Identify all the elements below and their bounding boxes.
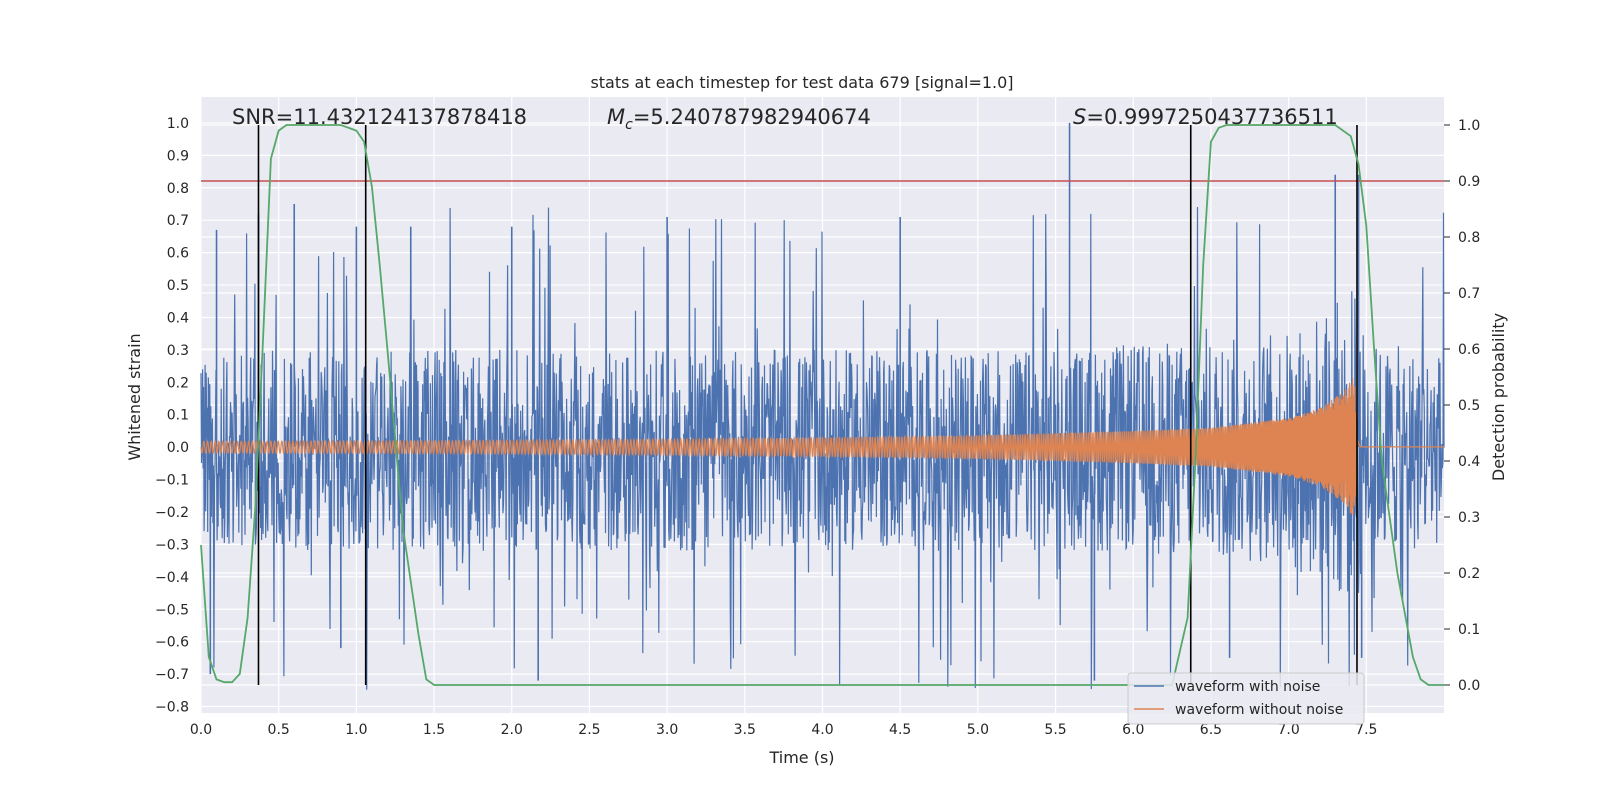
y-tick-label-left: 0.3 — [167, 343, 189, 359]
y-axis-label-right: Detection probability — [1489, 313, 1508, 481]
clean-waveform-line — [200, 378, 1444, 516]
score-value: =0.9997250437736511 — [1086, 105, 1337, 129]
noise-waveform-line — [200, 206, 1445, 690]
x-tick-label: 7.0 — [1277, 722, 1299, 738]
y-tick-label-left: 0.8 — [167, 181, 189, 197]
x-tick-label: 5.0 — [967, 722, 989, 738]
y-tick-label-right: 0.0 — [1458, 678, 1480, 694]
snr-annotation: SNR=11.432124137878418 — [232, 105, 527, 129]
y-tick-label-left: −0.4 — [155, 570, 189, 586]
x-tick-label: 3.5 — [734, 722, 756, 738]
y-tick-label-left: −0.3 — [155, 537, 189, 553]
y-tick-label-right: 1.0 — [1458, 118, 1480, 134]
x-axis-label: Time (s) — [768, 748, 834, 767]
y-tick-label-right: 0.6 — [1458, 342, 1480, 358]
y-tick-label-left: −0.8 — [155, 700, 189, 716]
vertical-markers — [257, 125, 1358, 685]
y-tick-label-left: 0.7 — [167, 213, 189, 229]
y-tick-label-right: 0.9 — [1458, 174, 1480, 190]
y-tick-label-right: 0.2 — [1458, 566, 1480, 582]
score-annotation: S=0.9997250437736511 — [1073, 105, 1338, 129]
x-tick-label: 4.0 — [811, 722, 833, 738]
x-tick-label: 5.5 — [1044, 722, 1066, 738]
chirp-mass-subscript: c — [625, 117, 633, 133]
legend-label-clean: waveform without noise — [1175, 702, 1343, 718]
x-tick-label: 6.5 — [1200, 722, 1222, 738]
x-tick-label: 7.5 — [1355, 722, 1377, 738]
chirp-mass-annotation: Mc=5.240787982940674 — [607, 105, 871, 133]
y-tick-label-left: 0.9 — [167, 148, 189, 164]
y-axis-label-left: Whitened strain — [125, 333, 144, 460]
legend-box — [1127, 672, 1365, 725]
y-tick-label-right: 0.1 — [1458, 622, 1480, 638]
chirp-series — [200, 378, 1444, 516]
legend: waveform with noise waveform without noi… — [1127, 672, 1365, 725]
score-symbol: S — [1073, 105, 1086, 129]
y-tick-label-left: −0.7 — [155, 667, 189, 683]
x-tick-label: 3.0 — [656, 722, 678, 738]
y-tick-label-left: 0.2 — [167, 375, 189, 391]
x-tick-label: 4.5 — [889, 722, 911, 738]
y-tick-label-left: 1.0 — [167, 116, 189, 132]
y-tick-label-left: −0.2 — [155, 505, 189, 521]
chirp-mass-value: =5.240787982940674 — [633, 105, 871, 129]
y-tick-label-right: 0.8 — [1458, 230, 1480, 246]
y-tick-label-right: 0.5 — [1458, 398, 1480, 414]
x-tick-label: 0.0 — [190, 722, 212, 738]
legend-label-noise: waveform with noise — [1175, 679, 1320, 695]
x-tick-label: 1.5 — [423, 722, 445, 738]
x-tick-label: 2.0 — [501, 722, 523, 738]
axis-ticks: 0.0 0.5 1.0 1.5 2.0 2.5 3.0 3.5 4.0 4.5 5.0 5.5 6.0 6… — [155, 116, 1480, 738]
y-tick-label-left: 0.1 — [167, 408, 189, 424]
x-tick-label: 0.5 — [268, 722, 290, 738]
y-tick-label-right: 0.3 — [1458, 510, 1480, 526]
y-tick-label-left: 0.0 — [167, 440, 189, 456]
y-tick-label-left: 0.4 — [167, 310, 189, 326]
y-tick-label-left: 0.6 — [167, 246, 189, 262]
y-tick-label-left: −0.1 — [155, 473, 189, 489]
y-tick-label-left: 0.5 — [167, 278, 189, 294]
y-tick-label-left: −0.6 — [155, 635, 189, 651]
y-tick-label-right: 0.4 — [1458, 454, 1480, 470]
probability-series — [200, 124, 1444, 686]
y-tick-label-left: −0.5 — [155, 602, 189, 618]
chart-title: stats at each timestep for test data 679… — [590, 73, 1013, 92]
detection-probability-line — [200, 124, 1444, 686]
y-tick-label-right: 0.7 — [1458, 286, 1480, 302]
x-tick-label: 2.5 — [578, 722, 600, 738]
noise-series — [200, 122, 1445, 690]
x-tick-label: 1.0 — [345, 722, 367, 738]
chirp-mass-symbol: M — [607, 105, 625, 129]
x-tick-label: 6.0 — [1122, 722, 1144, 738]
